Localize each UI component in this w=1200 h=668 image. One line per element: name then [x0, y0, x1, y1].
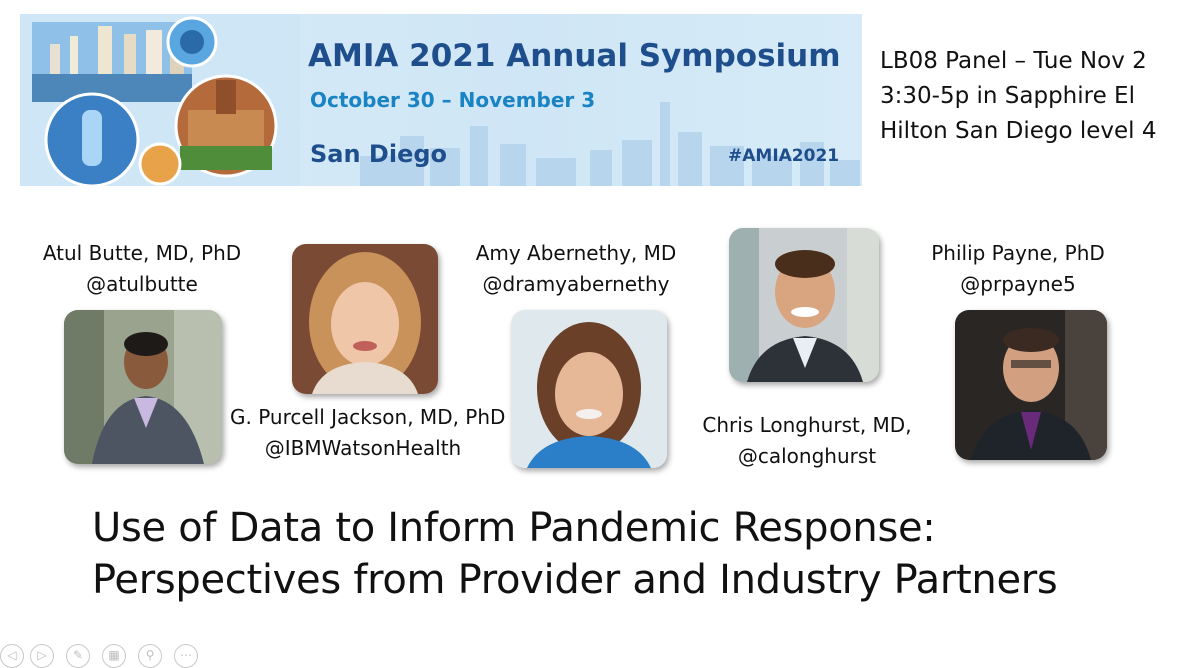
panelist-4-handle: @calonghurst: [737, 444, 877, 468]
banner-city: San Diego: [310, 140, 448, 168]
panelist-3-caption: Amy Abernethy, MD @dramyabernethy: [460, 238, 692, 300]
pen-icon[interactable]: ✎: [66, 644, 90, 668]
panelist-3-photo: [511, 310, 667, 468]
panelist-3-name: Amy Abernethy, MD: [475, 241, 677, 265]
talk-title: Use of Data to Inform Pandemic Response:…: [92, 502, 1058, 606]
talk-title-line-2: Perspectives from Provider and Industry …: [92, 557, 1058, 603]
session-info: LB08 Panel – Tue Nov 2 3:30-5p in Sapphi…: [880, 44, 1157, 149]
slideshow-controls: ◁ ▷ ✎ ▦ ⚲ ⋯: [0, 640, 260, 668]
panelist-2-handle: @IBMWatsonHealth: [264, 436, 462, 460]
talk-title-line-1: Use of Data to Inform Pandemic Response:: [92, 505, 936, 551]
panelist-4-name: Chris Longhurst, MD,: [702, 413, 912, 437]
panelist-5-handle: @prpayne5: [960, 272, 1076, 296]
session-panel-line: LB08 Panel – Tue Nov 2: [880, 48, 1147, 74]
panelist-1-caption: Atul Butte, MD, PhD @atulbutte: [36, 238, 248, 300]
panelist-1-handle: @atulbutte: [86, 272, 198, 296]
session-location-line: Hilton San Diego level 4: [880, 118, 1157, 144]
forward-icon[interactable]: ▷: [30, 644, 54, 668]
zoom-icon[interactable]: ⚲: [138, 644, 162, 668]
panelist-1-photo: [64, 310, 222, 464]
banner-hashtag: #AMIA2021: [728, 146, 840, 166]
panelist-1-name: Atul Butte, MD, PhD: [42, 241, 242, 265]
panelist-2-caption: G. Purcell Jackson, MD, PhD @IBMWatsonHe…: [230, 402, 506, 464]
banner-skyline-graphic: [360, 102, 860, 186]
back-icon[interactable]: ◁: [0, 644, 24, 668]
panelist-2-photo: [292, 244, 438, 394]
session-time-line: 3:30-5p in Sapphire El: [880, 83, 1135, 109]
symposium-banner: AMIA 2021 Annual Symposium October 30 – …: [20, 14, 862, 186]
slides-icon[interactable]: ▦: [102, 644, 126, 668]
banner-title: AMIA 2021 Annual Symposium: [308, 38, 841, 74]
banner-dates: October 30 – November 3: [310, 88, 596, 112]
panelist-2-name: G. Purcell Jackson, MD, PhD: [230, 405, 506, 429]
more-icon[interactable]: ⋯: [174, 644, 198, 668]
panelist-4-caption: Chris Longhurst, MD, @calonghurst: [690, 410, 924, 472]
panelist-5-name: Philip Payne, PhD: [931, 241, 1105, 265]
panelist-5-photo: [955, 310, 1107, 460]
banner-photo-collage: [20, 14, 300, 186]
panelist-5-caption: Philip Payne, PhD @prpayne5: [928, 238, 1108, 300]
panelist-4-photo: [729, 228, 879, 382]
panelist-3-handle: @dramyabernethy: [482, 272, 670, 296]
